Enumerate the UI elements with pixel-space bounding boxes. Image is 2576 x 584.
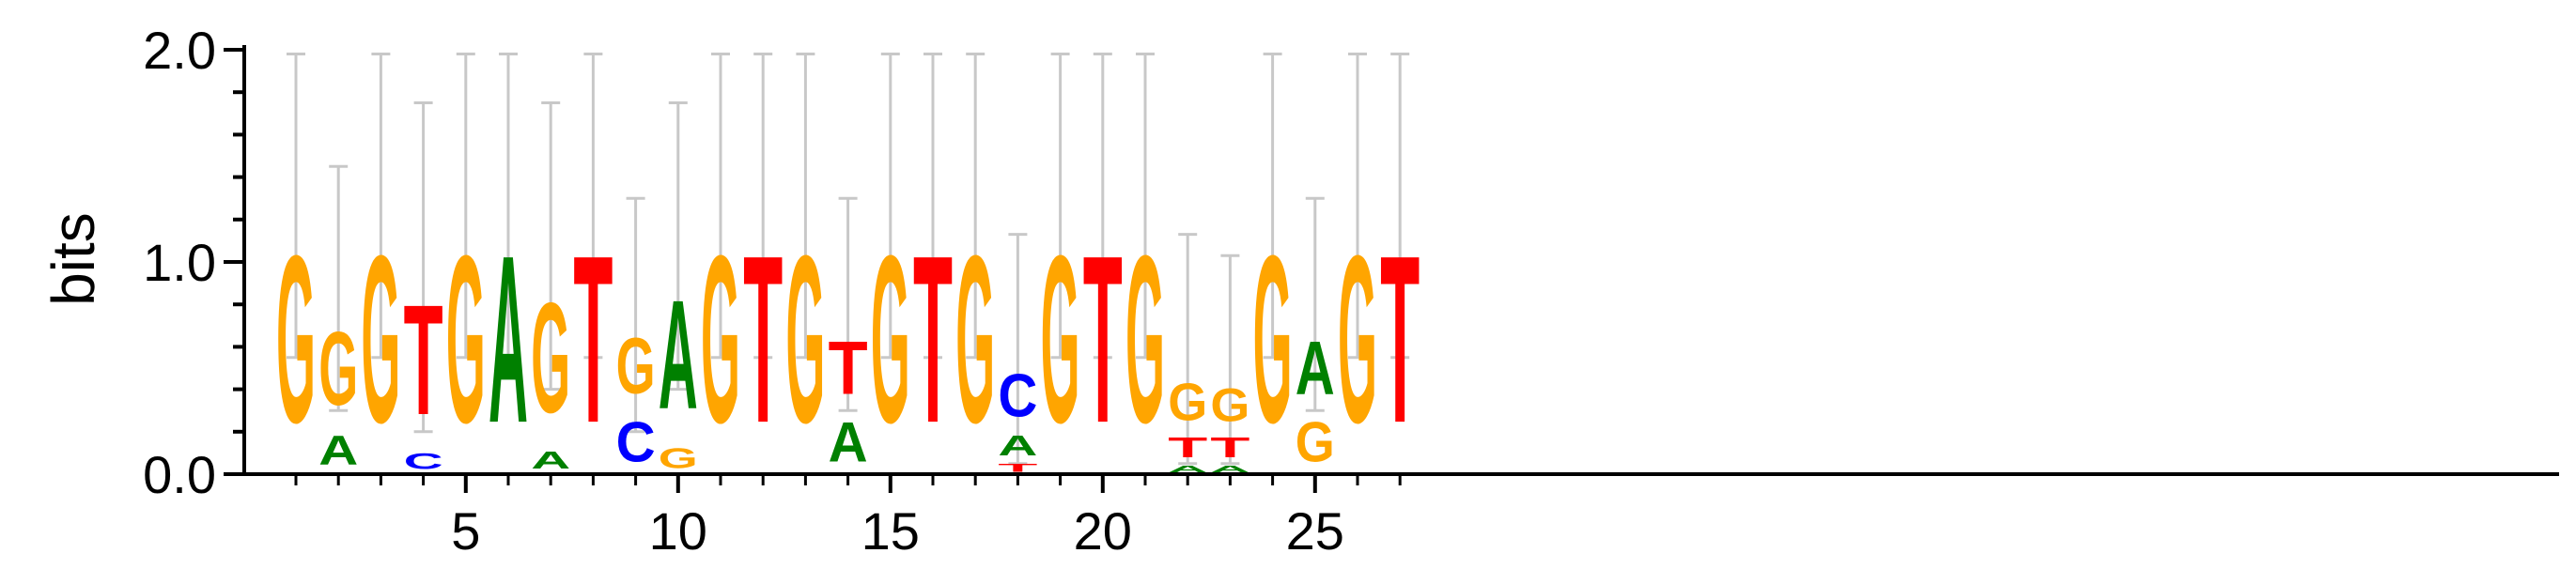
- logo-letter-G: G: [1338, 206, 1377, 472]
- logo-letter-G: G: [659, 442, 698, 474]
- logo-letter-A: A: [318, 427, 358, 474]
- logo-letter-G: G: [1210, 379, 1249, 432]
- logo-letter-G: G: [1125, 206, 1165, 472]
- logo-letter-A: A: [1168, 464, 1207, 474]
- x-tick-label: 20: [1074, 501, 1132, 561]
- logo-letter-T: T: [743, 207, 783, 473]
- logo-letter-A: A: [829, 410, 868, 474]
- logo-letter-T: T: [404, 273, 443, 449]
- logo-letter-T: T: [913, 207, 953, 473]
- logo-letter-A: A: [531, 446, 570, 474]
- error-bars: [287, 53, 1410, 466]
- logo-letter-G: G: [446, 206, 486, 472]
- logo-letter-T: T: [829, 325, 868, 409]
- x-tick-label: 25: [1286, 501, 1344, 561]
- logo-letter-G: G: [1296, 411, 1335, 475]
- y-axis-ticks: 0.0 1.0 2.0: [143, 21, 244, 504]
- logo-letter-C: C: [998, 362, 1037, 431]
- logo-letter-T: T: [1380, 207, 1420, 473]
- logo-letter-G: G: [276, 206, 316, 472]
- logo-letter-G: G: [1041, 206, 1080, 472]
- x-axis-ticks: 5 10 15 20 25: [294, 474, 1402, 561]
- y-axis-label: bits: [39, 212, 107, 306]
- x-tick-label: 10: [649, 501, 707, 561]
- y-tick-label: 0.0: [143, 445, 216, 504]
- logo-letter-G: G: [1253, 206, 1293, 472]
- logo-letter-G: G: [318, 312, 358, 427]
- logo-letter-T: T: [1168, 432, 1207, 464]
- y-tick-label: 1.0: [143, 233, 216, 292]
- logo-letter-G: G: [361, 206, 400, 472]
- logo-letter-T: T: [998, 462, 1037, 474]
- x-tick-label: 5: [451, 501, 480, 561]
- logo-letter-G: G: [871, 206, 910, 472]
- logo-letter-T: T: [1210, 432, 1249, 464]
- logo-letter-G: G: [1168, 372, 1207, 431]
- logo-letter-G: G: [701, 206, 740, 472]
- logo-letter-A: A: [1210, 464, 1249, 474]
- logo-letter-C: C: [616, 410, 656, 474]
- logo-letter-C: C: [404, 449, 443, 474]
- logo-letter-G: G: [616, 322, 656, 410]
- logo-letter-A: A: [489, 207, 528, 473]
- logo-letter-A: A: [1296, 325, 1335, 410]
- logo-letter-A: A: [998, 429, 1037, 461]
- logo-letter-T: T: [573, 207, 613, 473]
- logo-letter-T: T: [1083, 207, 1123, 473]
- y-tick-label: 2.0: [143, 21, 216, 80]
- x-tick-label: 15: [861, 501, 920, 561]
- logo-letter-A: A: [659, 269, 698, 442]
- logo-letter-G: G: [531, 270, 570, 446]
- logo-letter-G: G: [955, 206, 995, 472]
- logo-letter-G: G: [785, 206, 825, 472]
